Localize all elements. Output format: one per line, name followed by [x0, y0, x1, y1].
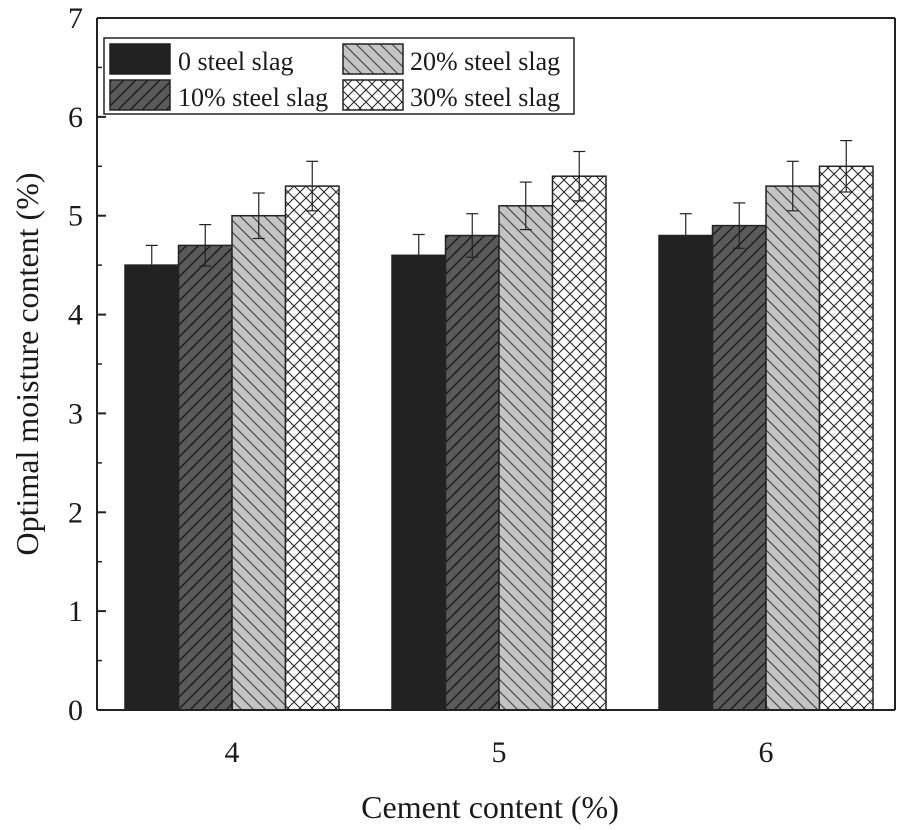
legend-swatch-10-steel-slag [109, 79, 171, 111]
x-ticks-group: 4 5 6 [225, 701, 774, 769]
error-bars-group [145, 140, 853, 286]
bar-6-2 [765, 185, 821, 711]
bar-6-3 [818, 165, 874, 711]
bar-6-0 [658, 234, 714, 711]
legend: 0 steel slag 10% steel slag 20% steel sl… [103, 37, 575, 115]
y-tick-label-5: 5 [68, 200, 83, 233]
x-tick-label-4: 4 [225, 736, 240, 769]
bar-4-0 [124, 264, 180, 711]
legend-label-20-steel-slag: 20% steel slag [410, 47, 560, 76]
legend-box [103, 37, 575, 115]
y-axis-title: Optimal moisture content (%) [9, 172, 45, 555]
bar-4-2 [231, 214, 287, 711]
x-axis-title: Cement content (%) [361, 789, 619, 825]
y-tick-label-6: 6 [68, 101, 83, 134]
bar-4-3 [284, 185, 340, 711]
y-ticks-group: 0 1 2 3 4 5 6 7 [68, 2, 106, 727]
bar-5-3 [551, 175, 607, 711]
bar-5-0 [391, 254, 447, 711]
legend-label-0-steel-slag: 0 steel slag [178, 47, 294, 76]
legend-swatch-20-steel-slag [342, 43, 404, 75]
legend-swatch-0-steel-slag [109, 43, 171, 75]
bar-6-1 [711, 224, 767, 711]
y-tick-label-4: 4 [68, 299, 83, 332]
y-tick-label-7: 7 [68, 2, 83, 35]
y-tick-label-2: 2 [68, 496, 83, 529]
bar-5-2 [498, 205, 554, 711]
bar-5-1 [444, 234, 500, 711]
y-tick-label-0: 0 [68, 694, 83, 727]
legend-label-10-steel-slag: 10% steel slag [178, 83, 328, 112]
legend-swatch-30-steel-slag [342, 79, 404, 111]
bar-4-1 [177, 244, 233, 711]
y-tick-label-1: 1 [68, 595, 83, 628]
bars-group [124, 165, 874, 711]
legend-label-30-steel-slag: 30% steel slag [410, 83, 560, 112]
x-tick-label-5: 5 [492, 736, 507, 769]
y-tick-label-3: 3 [68, 397, 83, 430]
x-tick-label-6: 6 [759, 736, 774, 769]
